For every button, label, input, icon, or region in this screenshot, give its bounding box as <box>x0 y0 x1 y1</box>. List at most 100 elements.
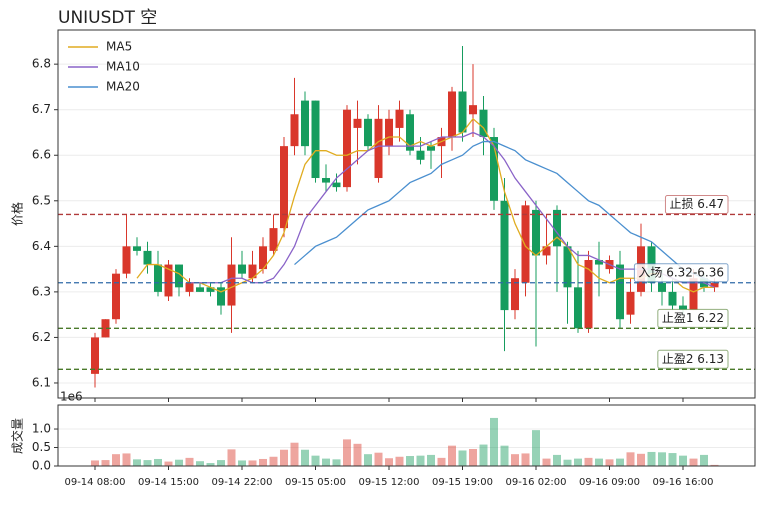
level-label-box <box>657 308 729 328</box>
volume-bar <box>416 455 425 466</box>
candle-body <box>311 100 320 179</box>
candle-body <box>206 287 215 292</box>
volume-bar <box>668 453 677 466</box>
volume-bar <box>91 460 99 466</box>
legend-label: MA5 <box>106 40 132 54</box>
candle-body <box>374 118 383 179</box>
x-tick-label: 09-15 12:00 <box>358 477 419 488</box>
volume-bar <box>458 450 467 466</box>
x-tick-label: 09-14 15:00 <box>138 477 199 488</box>
y-tick-label: 6.1 <box>32 375 51 389</box>
level-label: 止盈1 6.22 <box>662 311 724 325</box>
volume-bar <box>647 451 656 466</box>
candle-body <box>301 100 309 147</box>
candle-body <box>584 260 593 329</box>
volume-bar <box>217 460 225 466</box>
y-tick-label: 6.3 <box>32 284 51 298</box>
ma-line <box>294 140 715 284</box>
volume-bar <box>427 454 435 466</box>
volume-bar <box>584 457 593 466</box>
candle-body <box>248 264 257 279</box>
legend-label: MA10 <box>106 60 140 74</box>
volume-bar <box>343 439 351 466</box>
candle-body <box>406 114 414 151</box>
plot-frame <box>57 29 756 399</box>
level-label-box <box>633 263 729 283</box>
volume-bar <box>164 461 173 466</box>
volume-bar <box>280 449 288 466</box>
candle-body <box>238 264 246 274</box>
candle-body <box>395 109 404 128</box>
volume-bar <box>679 455 687 466</box>
candle-body <box>542 246 551 256</box>
x-tick-label: 09-14 08:00 <box>64 477 125 488</box>
candle-body <box>469 105 477 115</box>
x-tick-label: 09-16 02:00 <box>505 477 566 488</box>
y-tick-label: 6.2 <box>32 330 51 344</box>
candle-body <box>710 282 719 288</box>
candle-body <box>532 209 540 256</box>
candle-body <box>679 305 687 311</box>
y-tick-label: 0.0 <box>32 459 51 473</box>
x-tick-label: 09-16 09:00 <box>579 477 640 488</box>
y-tick-label: 6.7 <box>32 102 51 116</box>
candle-body <box>416 150 425 160</box>
volume-bar <box>143 460 152 466</box>
volume-bar <box>605 459 614 466</box>
candle-body <box>668 291 677 306</box>
candle-body <box>511 278 519 311</box>
candle-body <box>595 260 603 265</box>
level-label: 入场 6.32-6.36 <box>638 265 724 279</box>
volume-bar <box>563 459 572 466</box>
chart-title: UNIUSDT 空 <box>58 8 157 28</box>
volume-bar <box>248 460 257 466</box>
candle-body <box>658 282 666 292</box>
x-tick-label: 09-16 16:00 <box>652 477 713 488</box>
volume-bar <box>595 458 603 466</box>
volume-bar <box>290 442 299 466</box>
candle-body <box>322 178 330 183</box>
y-tick-label: 1.0 <box>32 422 51 436</box>
candle-body <box>101 319 110 338</box>
offset-label: 1e6 <box>60 390 83 404</box>
ma-line <box>136 117 715 293</box>
ma-line <box>189 131 715 288</box>
volume-bar <box>658 452 666 466</box>
candle-body <box>122 246 131 274</box>
candle-body <box>616 264 624 320</box>
volume-bar <box>206 463 215 466</box>
candle-body <box>290 114 299 147</box>
x-tick-label: 09-15 19:00 <box>432 477 493 488</box>
volume-bar <box>490 417 498 466</box>
volume-axis-label: 成交量 <box>10 418 25 454</box>
volume-bar <box>406 456 414 466</box>
x-tick-label: 09-14 22:00 <box>211 477 272 488</box>
candle-body <box>500 200 509 311</box>
volume-bar <box>385 458 393 466</box>
level-label-box <box>657 349 729 369</box>
volume-bar <box>553 454 561 466</box>
candle-body <box>563 246 572 288</box>
candle-body <box>259 246 267 270</box>
candle-body <box>112 273 120 320</box>
y-tick-label: 6.8 <box>32 57 51 71</box>
volume-bar <box>374 452 383 466</box>
volume-bar <box>227 449 236 466</box>
level-label-box <box>664 194 729 214</box>
volume-bar <box>122 453 131 466</box>
y-tick-label: 6.4 <box>32 239 51 253</box>
y-tick-label: 6.5 <box>32 193 51 207</box>
volume-bar <box>112 454 120 466</box>
candle-body <box>448 91 456 138</box>
candle-body <box>521 205 530 283</box>
volume-bar <box>353 443 362 466</box>
candle-body <box>196 287 204 292</box>
y-tick-label: 0.5 <box>32 440 51 454</box>
volume-bar <box>626 452 635 466</box>
volume-bar <box>710 464 719 466</box>
volume-bar <box>196 461 204 466</box>
candle-body <box>343 109 351 188</box>
candle-body <box>353 118 362 128</box>
volume-bar <box>689 458 698 466</box>
